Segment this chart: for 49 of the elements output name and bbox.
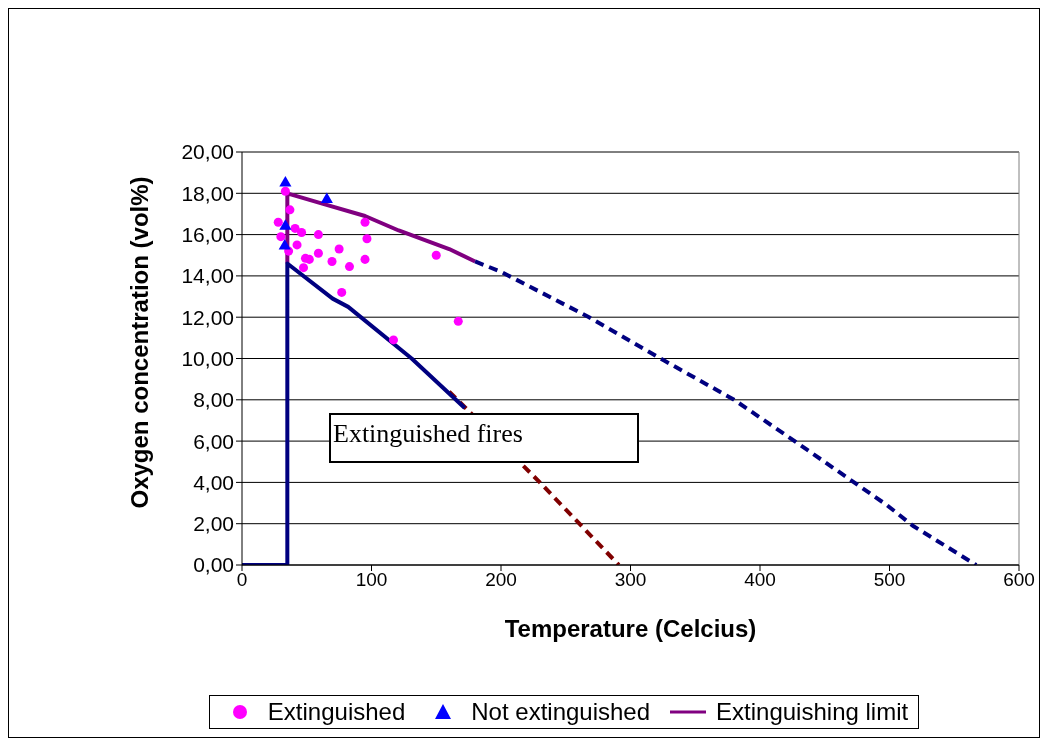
point <box>297 228 307 238</box>
point <box>285 205 295 215</box>
point <box>362 234 372 244</box>
x-tick-label: 400 <box>744 569 776 591</box>
y-tick-label: 12,00 <box>181 305 234 329</box>
point <box>276 232 286 242</box>
point <box>320 192 333 203</box>
point <box>280 186 290 196</box>
legend-label: Extinguished <box>267 698 406 726</box>
line-series <box>473 259 979 565</box>
point <box>273 217 283 227</box>
y-tick-label: 20,00 <box>181 140 234 164</box>
x-tick-label: 0 <box>236 569 248 591</box>
point <box>290 223 300 233</box>
x-tick-label: 600 <box>1003 569 1035 591</box>
point <box>292 240 302 250</box>
y-tick-label: 14,00 <box>181 264 234 288</box>
point <box>431 250 441 260</box>
point <box>327 256 337 266</box>
point <box>313 230 323 240</box>
label-box: Extinguished fires <box>329 413 639 463</box>
y-tick-label: 8,00 <box>193 388 234 412</box>
point <box>313 248 323 258</box>
point <box>334 244 344 254</box>
y-tick-label: 6,00 <box>193 429 234 453</box>
point <box>389 335 399 345</box>
y-tick-label: 0,00 <box>193 553 234 577</box>
point <box>453 316 463 326</box>
point <box>337 287 347 297</box>
x-tick-label: 300 <box>614 569 647 591</box>
point <box>279 175 292 187</box>
y-tick-label: 16,00 <box>181 223 234 247</box>
point <box>279 219 292 230</box>
y-tick-label: 2,00 <box>193 512 234 536</box>
point <box>278 238 291 250</box>
point <box>360 217 370 227</box>
y-tick-label: 18,00 <box>181 181 234 205</box>
legend-label: Not extinguished <box>471 698 651 726</box>
y-tick-label: 4,00 <box>193 470 234 494</box>
point <box>299 263 309 273</box>
x-tick-label: 100 <box>355 569 388 591</box>
x-axis-title: Temperature (Celcius) <box>504 615 757 643</box>
y-tick-label: 10,00 <box>181 346 234 370</box>
point <box>360 254 370 264</box>
x-tick-label: 500 <box>873 569 906 591</box>
point <box>344 262 354 272</box>
x-tick-label: 200 <box>485 569 517 591</box>
legend-label: Extinguishing limit <box>716 698 909 726</box>
y-axis-title: Oxygen concentration (vol%) <box>125 176 153 509</box>
